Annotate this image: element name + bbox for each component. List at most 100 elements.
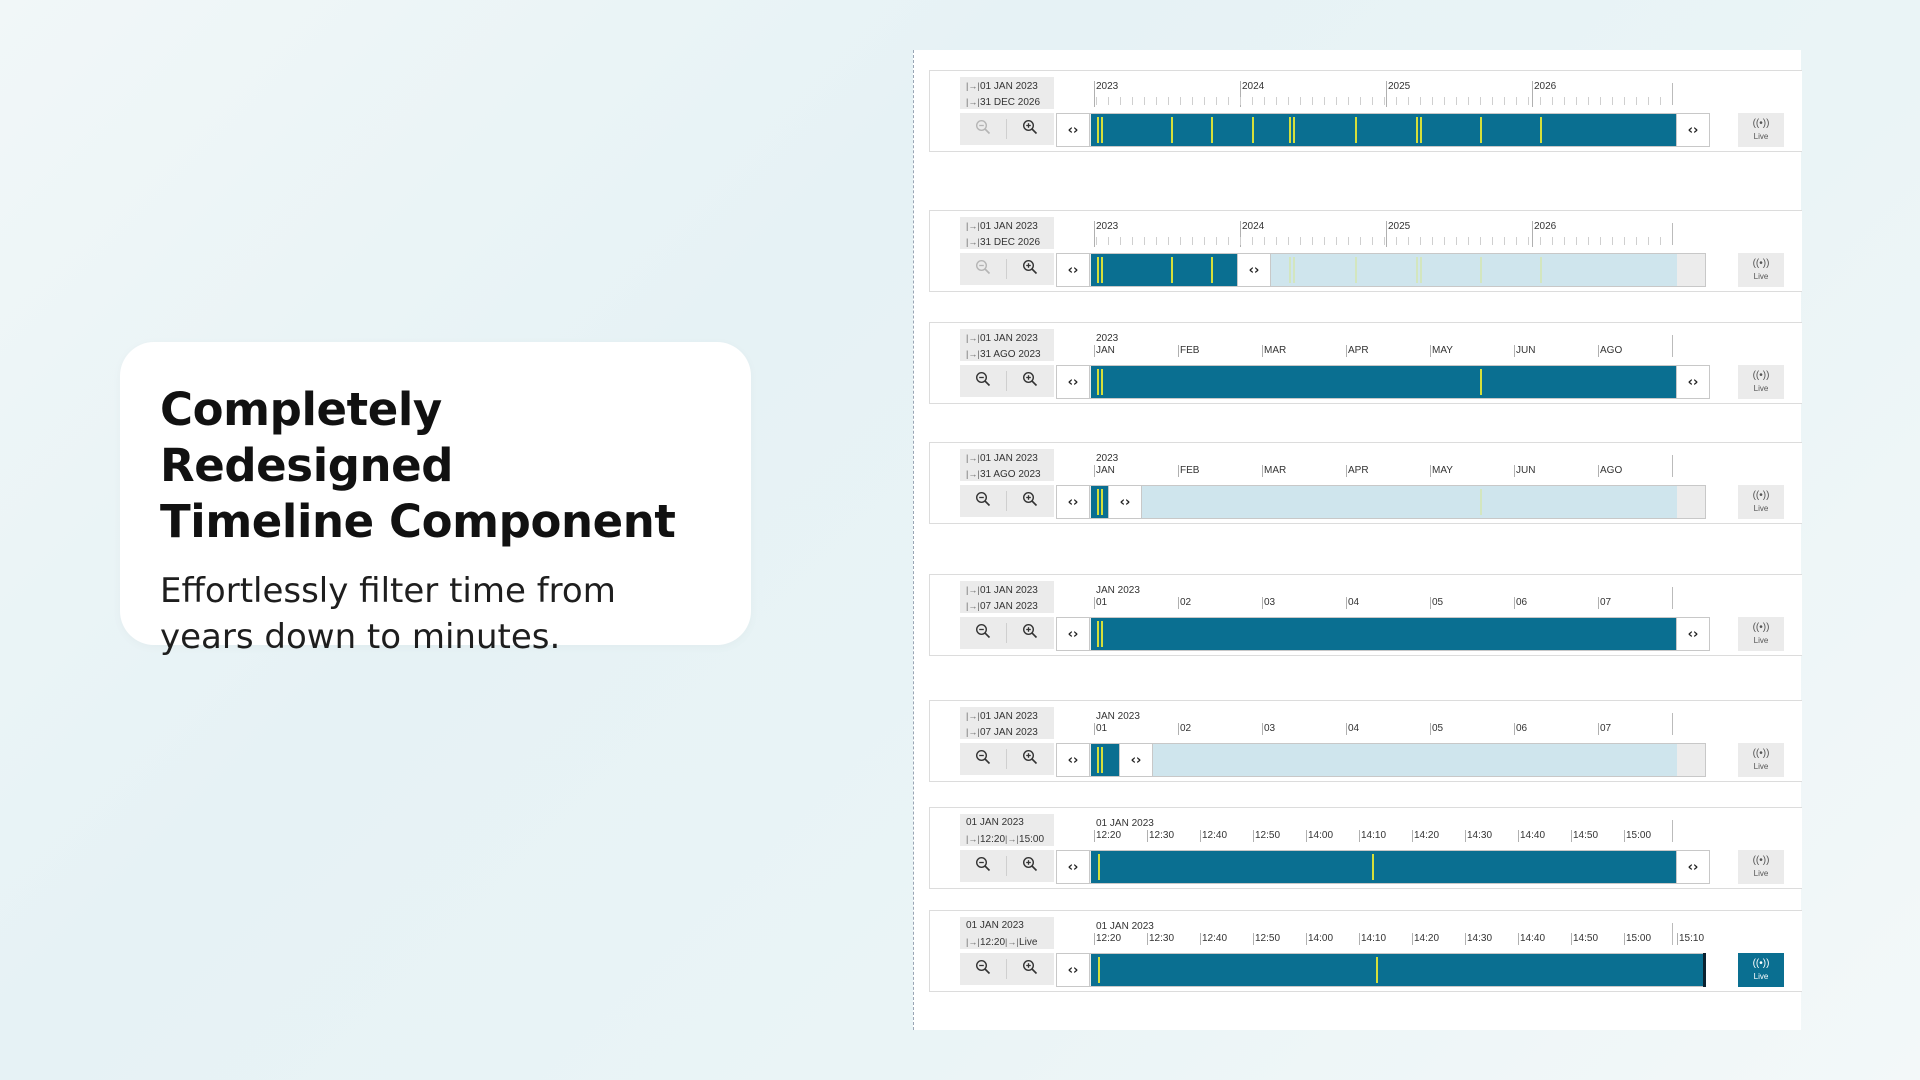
axis-major-tick (1532, 221, 1533, 247)
date-range-display[interactable]: 01 JAN 2023 |→|12:20 |→|Live (960, 917, 1054, 949)
timeline-track[interactable]: ‹› ‹› (1056, 850, 1710, 884)
axis-minor-tick (1648, 237, 1649, 245)
range-date: 01 JAN 2023 (966, 817, 1024, 828)
date-range-display[interactable]: |→|01 JAN 2023 |→|31 AGO 2023 (960, 329, 1054, 361)
timeline-track[interactable]: ‹› ‹› (1056, 365, 1710, 399)
zoom-controls (960, 485, 1054, 517)
axis-minor-tick (1396, 237, 1397, 245)
zoom-out-icon (975, 119, 991, 140)
live-button[interactable]: ((•)) Live (1738, 113, 1784, 147)
end-handle[interactable]: ‹› (1119, 743, 1153, 777)
start-handle[interactable]: ‹› (1056, 365, 1090, 399)
axis-tick-label: FEB (1180, 465, 1200, 476)
zoom-in-button[interactable] (1007, 253, 1053, 285)
range-end-icon: |→| (1005, 937, 1019, 947)
live-button[interactable]: ((•)) Live (1738, 743, 1784, 777)
axis-tick-label: AGO (1600, 345, 1623, 356)
axis-tick-label: 15:00 (1626, 933, 1652, 944)
timeline-row: |→|01 JAN 2023 |→|31 DEC 2026 2023 2024 2025… (929, 210, 1802, 292)
zoom-out-button[interactable] (960, 743, 1006, 775)
range-end-date: 31 DEC 2026 (980, 237, 1041, 248)
axis-major-tick (1430, 465, 1431, 477)
axis-tick-label: 12:30 (1149, 830, 1175, 841)
range-start-time: 12:20 (980, 937, 1006, 948)
end-handle[interactable]: ‹› (1676, 113, 1710, 147)
zoom-out-button[interactable] (960, 485, 1006, 517)
zoom-in-button[interactable] (1007, 485, 1053, 517)
zoom-out-button[interactable] (960, 953, 1006, 985)
axis-tick-label: 05 (1432, 723, 1444, 734)
axis-tick-label: AGO (1600, 465, 1623, 476)
zoom-out-button[interactable] (960, 617, 1006, 649)
live-button[interactable]: ((•)) Live (1738, 485, 1784, 519)
date-range-display[interactable]: 01 JAN 2023 |→|12:20 |→|15:00 (960, 814, 1054, 846)
date-range-display[interactable]: |→|01 JAN 2023 |→|31 AGO 2023 (960, 449, 1054, 481)
live-button[interactable]: ((•)) Live (1738, 850, 1784, 884)
end-handle[interactable]: ‹› (1108, 485, 1142, 519)
end-handle[interactable]: ‹› (1237, 253, 1271, 287)
axis-minor-tick (1216, 97, 1217, 105)
zoom-in-button[interactable] (1007, 113, 1053, 145)
date-range-display[interactable]: |→|01 JAN 2023 |→|31 DEC 2026 (960, 77, 1054, 109)
hero-subtitle: Effortlessly filter time from years down… (160, 571, 616, 657)
range-start-line: |→|01 JAN 2023 (966, 331, 1038, 345)
range-start-line: 01 JAN 2023 (966, 919, 1024, 933)
zoom-in-button[interactable] (1007, 365, 1053, 397)
axis-tick-label: APR (1348, 345, 1369, 356)
timeline-row: |→|01 JAN 2023 |→|31 AGO 2023 2023 JAN FEB MA… (929, 442, 1802, 524)
start-handle[interactable]: ‹› (1056, 743, 1090, 777)
zoom-in-button[interactable] (1007, 953, 1053, 985)
axis-minor-tick (1636, 237, 1637, 245)
timeline-track[interactable]: ‹› ‹› (1056, 617, 1710, 651)
axis-minor-tick (1240, 237, 1241, 245)
axis-major-tick (1200, 933, 1201, 945)
timeline-track[interactable]: ‹› (1056, 953, 1706, 987)
live-label: Live (1753, 972, 1769, 981)
event-marker (1420, 117, 1422, 143)
timeline-track[interactable]: ‹› ‹› (1056, 253, 1706, 287)
date-range-display[interactable]: |→|01 JAN 2023 |→|07 JAN 2023 (960, 707, 1054, 739)
end-handle[interactable]: ‹› (1676, 850, 1710, 884)
axis-tick-label: 02 (1180, 723, 1192, 734)
end-handle[interactable]: ‹› (1676, 365, 1710, 399)
start-handle[interactable]: ‹› (1056, 953, 1090, 987)
start-handle[interactable]: ‹› (1056, 485, 1090, 519)
live-button[interactable]: ((•)) Live (1738, 617, 1784, 651)
event-marker (1097, 621, 1099, 647)
zoom-out-button[interactable] (960, 253, 1006, 285)
start-handle[interactable]: ‹› (1056, 850, 1090, 884)
selected-range (1091, 114, 1677, 146)
axis-tick-label: 14:10 (1361, 933, 1387, 944)
date-range-display[interactable]: |→|01 JAN 2023 |→|07 JAN 2023 (960, 581, 1054, 613)
start-handle[interactable]: ‹› (1056, 113, 1090, 147)
timeline-track[interactable]: ‹› ‹› (1056, 743, 1706, 777)
axis-major-tick (1147, 933, 1148, 945)
range-end-date: 07 JAN 2023 (980, 601, 1038, 612)
axis-tick-label: MAR (1264, 345, 1287, 356)
axis-minor-tick (1600, 97, 1601, 105)
zoom-out-button[interactable] (960, 113, 1006, 145)
timeline-track[interactable]: ‹› ‹› (1056, 485, 1706, 519)
axis-tick-label: 14:30 (1467, 830, 1493, 841)
axis-minor-tick (1468, 237, 1469, 245)
axis-minor-tick (1504, 237, 1505, 245)
zoom-in-button[interactable] (1007, 850, 1053, 882)
live-button[interactable]: ((•)) Live (1738, 365, 1784, 399)
zoom-out-button[interactable] (960, 365, 1006, 397)
date-range-display[interactable]: |→|01 JAN 2023 |→|31 DEC 2026 (960, 217, 1054, 249)
end-handle[interactable]: ‹› (1676, 617, 1710, 651)
live-button[interactable]: ((•)) Live (1738, 953, 1784, 987)
start-handle[interactable]: ‹› (1056, 617, 1090, 651)
zoom-out-button[interactable] (960, 850, 1006, 882)
live-button[interactable]: ((•)) Live (1738, 253, 1784, 287)
zoom-in-button[interactable] (1007, 617, 1053, 649)
axis-tick-label: 14:00 (1308, 933, 1334, 944)
axis-header: 2023 (1096, 333, 1119, 344)
timeline-track[interactable]: ‹› ‹› (1056, 113, 1710, 147)
event-marker (1289, 117, 1291, 143)
zoom-in-button[interactable] (1007, 743, 1053, 775)
zoom-in-icon (1022, 856, 1038, 877)
start-handle[interactable]: ‹› (1056, 253, 1090, 287)
axis-minor-tick (1372, 97, 1373, 105)
axis-tick-label: 12:30 (1149, 933, 1175, 944)
